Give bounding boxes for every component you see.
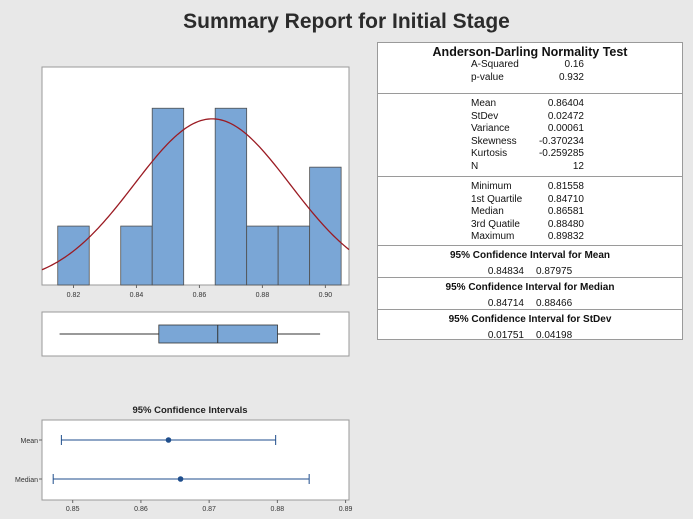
stat-value: 0.86404: [547, 98, 584, 109]
quantiles-section: Minimum 0.81558 1st Quartile 0.84710 Media…: [378, 177, 682, 246]
stat-row-skewness: Skewness -0.370234: [378, 136, 682, 149]
stat-label: Median: [471, 206, 504, 218]
ci-axis-tick-label: 0.86: [134, 506, 148, 513]
histogram-tick-label: 0.88: [256, 292, 270, 299]
stat-value: 0.00061: [547, 123, 584, 135]
stat-value: -0.370234: [538, 135, 584, 147]
stat-label: Mean: [471, 98, 497, 109]
histogram-bar: [277, 225, 311, 286]
stat-row-kurtosis: Kurtosis -0.259285: [378, 148, 682, 161]
ci-mean-title: 95% Confidence Interval for Mean: [449, 250, 611, 261]
histogram-bar: [309, 166, 342, 286]
histogram-tick-label: 0.90: [319, 292, 333, 299]
stat-value: 0.02472: [547, 110, 584, 122]
stat-row-median: Median 0.86581: [378, 206, 682, 219]
stat-row-q3: 3rd Quatile 0.88480: [378, 219, 682, 232]
histogram-bar: [120, 225, 153, 286]
histogram-tick-label: 0.82: [67, 292, 81, 299]
stat-row-mean: Mean 0.86404: [378, 98, 682, 111]
ci-axis-tick-label: 0.89: [339, 506, 353, 513]
stat-label: A-Squared: [471, 59, 519, 70]
stat-row-a-squared: A-Squared 0.16: [378, 59, 682, 72]
stat-label: Variance: [471, 123, 510, 135]
ci-mean-upper: 0.87975: [536, 266, 573, 277]
stat-row-q1: 1st Quartile 0.84710: [378, 194, 682, 207]
ci-median-upper: 0.88466: [536, 298, 573, 309]
ci-median-title: 95% Confidence Interval for Median: [445, 282, 615, 293]
ci-stdev-section: 95% Confidence Interval for StDev 0.0175…: [378, 310, 682, 342]
ci-stdev-upper: 0.04198: [536, 330, 573, 341]
ci-row-label: Median: [15, 477, 38, 484]
normal-curve-line: [41, 118, 350, 271]
statistics-panel: Anderson-Darling Normality Test A-Square…: [377, 42, 683, 342]
stat-label: 3rd Quatile: [471, 218, 520, 230]
stat-value: 0.89832: [547, 231, 584, 243]
ad-test-section: Anderson-Darling Normality Test A-Square…: [378, 43, 682, 94]
stat-value: 0.81558: [547, 181, 584, 192]
ci-chart-title: 95% Confidence Intervals: [132, 405, 247, 416]
ci-mean-lower: 0.84834: [487, 266, 524, 277]
histogram-bar: [246, 225, 279, 286]
ad-test-title: Anderson-Darling Normality Test: [432, 45, 628, 59]
stat-row-variance: Variance 0.00061: [378, 123, 682, 136]
stat-label: p-value: [471, 71, 504, 83]
stat-row-minimum: Minimum 0.81558: [378, 181, 682, 194]
stat-value: 0.16: [564, 59, 584, 70]
ci-axis-tick-label: 0.88: [271, 506, 285, 513]
report-title: Summary Report for Initial Stage: [183, 10, 510, 33]
stat-label: Minimum: [471, 181, 512, 192]
stat-row-p-value: p-value 0.932: [378, 72, 682, 85]
histogram-bar: [57, 225, 90, 286]
stat-value: 0.86581: [547, 206, 584, 218]
histogram-tick-label: 0.86: [193, 292, 207, 299]
ci-axis-tick-label: 0.87: [202, 506, 216, 513]
stat-label: Skewness: [471, 135, 517, 147]
ci-stdev-lower: 0.01751: [487, 330, 524, 341]
stat-value: 0.84710: [547, 193, 584, 205]
stat-label: Kurtosis: [471, 148, 508, 160]
stat-row-stdev: StDev 0.02472: [378, 111, 682, 124]
ci-point-estimate: [165, 437, 172, 443]
ci-axis-tick-label: 0.85: [66, 506, 80, 513]
ci-chart-frame: [41, 419, 350, 501]
histogram-bar: [151, 107, 185, 286]
descriptive-section: Mean 0.86404 StDev 0.02472 Variance 0.00061…: [378, 94, 682, 177]
stat-label: StDev: [471, 110, 499, 122]
stat-label: Maximum: [471, 231, 515, 243]
stat-label: N: [471, 160, 479, 172]
ci-mean-section: 95% Confidence Interval for Mean 0.84834…: [378, 246, 682, 278]
stat-value: 12: [572, 160, 584, 172]
stat-row-maximum: Maximum 0.89832: [378, 231, 682, 244]
stat-row-n: N 12: [378, 161, 682, 174]
stat-value: 0.932: [558, 71, 584, 83]
ci-point-estimate: [177, 476, 184, 482]
stat-label: 1st Quartile: [471, 193, 523, 205]
ci-median-section: 95% Confidence Interval for Median 0.847…: [378, 278, 682, 310]
stat-value: -0.259285: [538, 148, 584, 160]
stat-value: 0.88480: [547, 218, 584, 230]
histogram-tick-label: 0.84: [130, 292, 144, 299]
histogram-bar: [214, 107, 248, 286]
ci-row-label: Mean: [20, 438, 38, 445]
ci-stdev-title: 95% Confidence Interval for StDev: [448, 314, 612, 325]
ci-median-lower: 0.84714: [487, 298, 524, 309]
